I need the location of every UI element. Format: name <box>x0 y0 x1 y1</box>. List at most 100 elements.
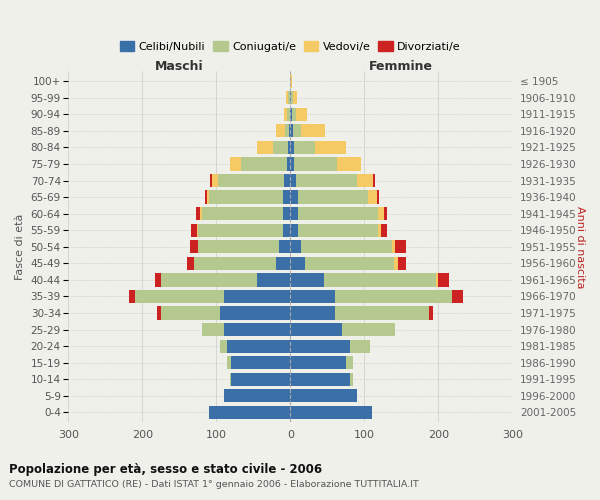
Bar <box>290 290 335 303</box>
Bar <box>220 306 290 320</box>
Bar <box>290 141 294 154</box>
Bar <box>194 256 275 270</box>
Bar <box>231 372 290 386</box>
Bar <box>275 256 290 270</box>
Bar <box>337 158 361 170</box>
Bar <box>202 323 224 336</box>
Bar <box>205 190 207 203</box>
Bar <box>187 256 194 270</box>
Bar <box>342 323 395 336</box>
Bar <box>296 108 307 121</box>
Bar <box>323 274 436 286</box>
Bar <box>357 174 373 187</box>
Bar <box>284 108 287 121</box>
Bar <box>231 356 290 370</box>
Bar <box>277 124 285 138</box>
Bar <box>377 190 379 203</box>
Bar <box>191 224 197 237</box>
Legend: Celibi/Nubili, Coniugati/e, Vedovi/e, Divorziati/e: Celibi/Nubili, Coniugati/e, Vedovi/e, Di… <box>115 36 466 56</box>
Bar <box>287 158 290 170</box>
Bar <box>212 174 218 187</box>
Bar <box>292 108 296 121</box>
Y-axis label: Anni di nascita: Anni di nascita <box>575 206 585 288</box>
Bar <box>290 124 293 138</box>
Bar <box>368 190 377 203</box>
Bar <box>291 91 293 104</box>
Bar <box>335 290 452 303</box>
Bar <box>227 356 231 370</box>
Bar <box>392 240 395 254</box>
Bar <box>227 340 290 353</box>
Bar <box>285 124 289 138</box>
Bar <box>437 274 449 286</box>
Bar <box>283 190 290 203</box>
Bar <box>274 141 288 154</box>
Text: Femmine: Femmine <box>370 60 433 73</box>
Bar <box>220 340 227 353</box>
Bar <box>202 207 283 220</box>
Bar <box>157 306 161 320</box>
Bar <box>283 224 290 237</box>
Bar <box>290 190 298 203</box>
Bar <box>230 372 231 386</box>
Bar <box>293 91 297 104</box>
Bar <box>350 340 370 353</box>
Bar <box>382 224 387 237</box>
Bar <box>279 240 290 254</box>
Bar <box>298 190 368 203</box>
Bar <box>290 74 292 88</box>
Bar <box>197 224 198 237</box>
Bar <box>430 306 433 320</box>
Bar <box>161 306 220 320</box>
Bar <box>290 323 342 336</box>
Bar <box>290 372 350 386</box>
Bar <box>301 124 325 138</box>
Bar <box>377 224 382 237</box>
Bar <box>290 158 294 170</box>
Bar <box>288 141 290 154</box>
Bar <box>298 224 377 237</box>
Bar <box>257 141 274 154</box>
Bar <box>289 124 290 138</box>
Bar <box>286 91 288 104</box>
Bar <box>287 108 290 121</box>
Bar <box>198 240 279 254</box>
Bar <box>305 256 394 270</box>
Bar <box>398 256 406 270</box>
Bar <box>290 91 291 104</box>
Bar <box>294 141 315 154</box>
Text: Maschi: Maschi <box>155 60 204 73</box>
Bar <box>290 240 301 254</box>
Bar <box>290 256 305 270</box>
Bar <box>155 274 161 286</box>
Text: Popolazione per età, sesso e stato civile - 2006: Popolazione per età, sesso e stato civil… <box>9 462 322 475</box>
Bar <box>290 207 298 220</box>
Bar <box>294 158 337 170</box>
Bar <box>198 224 283 237</box>
Bar <box>335 306 430 320</box>
Bar <box>135 290 224 303</box>
Bar <box>290 340 350 353</box>
Bar <box>207 190 209 203</box>
Bar <box>218 174 284 187</box>
Bar <box>350 372 353 386</box>
Bar <box>290 108 292 121</box>
Bar <box>346 356 353 370</box>
Bar <box>230 158 241 170</box>
Bar <box>284 174 290 187</box>
Bar <box>383 207 387 220</box>
Bar <box>290 224 298 237</box>
Bar <box>315 141 346 154</box>
Bar <box>301 240 392 254</box>
Bar <box>241 158 287 170</box>
Y-axis label: Fasce di età: Fasce di età <box>15 214 25 280</box>
Bar <box>296 174 357 187</box>
Bar <box>290 356 346 370</box>
Bar <box>224 389 290 402</box>
Bar <box>290 274 323 286</box>
Text: COMUNE DI GATTATICO (RE) - Dati ISTAT 1° gennaio 2006 - Elaborazione TUTTITALIA.: COMUNE DI GATTATICO (RE) - Dati ISTAT 1°… <box>9 480 419 489</box>
Bar <box>224 290 290 303</box>
Bar <box>293 124 301 138</box>
Bar <box>224 323 290 336</box>
Bar <box>298 207 377 220</box>
